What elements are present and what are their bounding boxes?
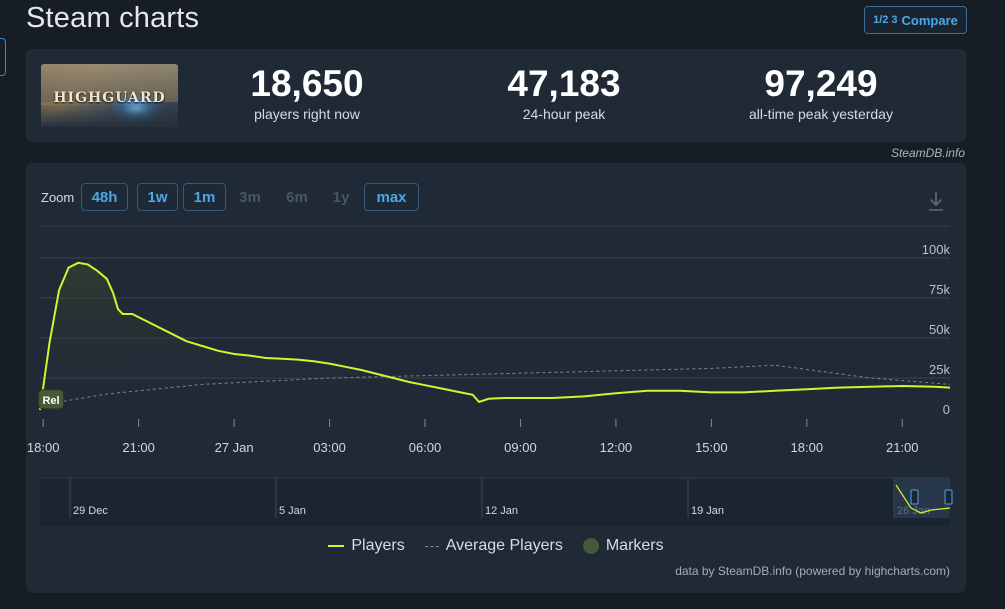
x-tick-label: 03:00 [313,440,346,455]
navigator-label: 5 Jan [279,505,306,517]
chart-legend: Players Average Players Markers [26,537,966,555]
navigator-label: 19 Jan [691,505,724,517]
navigator-series [895,484,951,514]
y-tick-label: 50k [929,322,950,337]
x-tick-label: 06:00 [409,440,442,455]
navigator-label: 29 Dec [73,505,108,517]
marker-swatch [582,538,599,554]
marker-label: Rel [42,395,59,407]
x-tick-label: 18:00 [27,440,60,455]
y-tick-label: 75k [929,282,950,297]
steamdb-attribution[interactable]: SteamDB.info [890,146,965,160]
zoom-3m-button: 3m [239,188,261,206]
zoom-48h-button[interactable]: 48h [81,183,128,211]
legend-label: Players [351,537,405,554]
left-edge-tab[interactable] [0,38,6,76]
compare-button-label: Compare [901,12,958,28]
legend-players[interactable]: Players [328,537,405,555]
zoom-1y-button: 1y [332,188,350,206]
x-tick-label: 21:00 [886,440,919,455]
marker-flag [38,389,65,410]
legend-average-players[interactable]: Average Players [424,537,563,555]
stats-panel: HIGHGUARD 18,650 players right now 47,18… [26,49,966,142]
x-tick-label: 18:00 [791,440,824,455]
x-tick-label: 27 Jan [215,440,254,455]
stat-label: 24-hour peak [522,106,606,122]
stat-players-now: 18,650 players right now [207,63,407,122]
legend-markers[interactable]: Markers [582,537,664,555]
zoom-6m-button: 6m [286,188,308,206]
game-thumbnail[interactable]: HIGHGUARD [41,64,178,127]
navigator-selection[interactable] [894,478,950,518]
x-axis-labels: 18:00 21:00 27 Jan 03:00 06:00 09:00 12:00 15:0… [27,419,919,455]
x-tick-label: 09:00 [504,440,537,455]
average-players-line [39,364,951,406]
y-tick-label: 100k [922,242,951,257]
release-marker: Rel [38,389,65,410]
chart-panel: Zoom 48h 1w 1m 3m 6m 1y max 025k50k75k10… [26,163,966,593]
stat-all-time-peak: 97,249 all-time peak yesterday [721,63,921,122]
stat-value: 97,249 [764,63,878,104]
players-line [39,261,951,411]
zoom-1m-button[interactable]: 1m [183,183,226,211]
players-area [40,262,950,418]
legend-label: Markers [605,537,664,554]
x-tick-label: 21:00 [122,440,155,455]
stat-label: all-time peak yesterday [749,106,893,122]
chart-credit[interactable]: data by SteamDB.info (powered by highcha… [675,564,950,578]
stat-value: 47,183 [507,63,621,104]
navigator-left-handle[interactable] [910,489,919,505]
x-tick-label: 15:00 [695,440,728,455]
average-swatch [424,545,439,547]
y-tick-label: 25k [929,362,950,377]
legend-label: Average Players [445,537,563,554]
zoom-label: Zoom [41,190,75,205]
zoom-max-button[interactable]: max [364,183,419,211]
game-logo-text: HIGHGUARD [53,90,166,106]
x-tick-label: 12:00 [600,440,633,455]
stat-24h-peak: 47,183 24-hour peak [464,63,664,122]
compare-icon: 1/2 3 [873,14,898,26]
navigator-background[interactable] [40,478,950,526]
players-swatch [328,545,345,547]
navigator-right-handle[interactable] [944,489,953,505]
compare-button[interactable]: 1/2 3 Compare [864,6,967,34]
stat-label: players right now [254,106,360,122]
zoom-1w-button[interactable]: 1w [137,183,178,211]
download-icon[interactable] [927,190,945,212]
stat-value: 18,650 [250,63,364,104]
page-title: Steam charts [26,2,200,34]
navigator-label: 12 Jan [485,505,518,517]
